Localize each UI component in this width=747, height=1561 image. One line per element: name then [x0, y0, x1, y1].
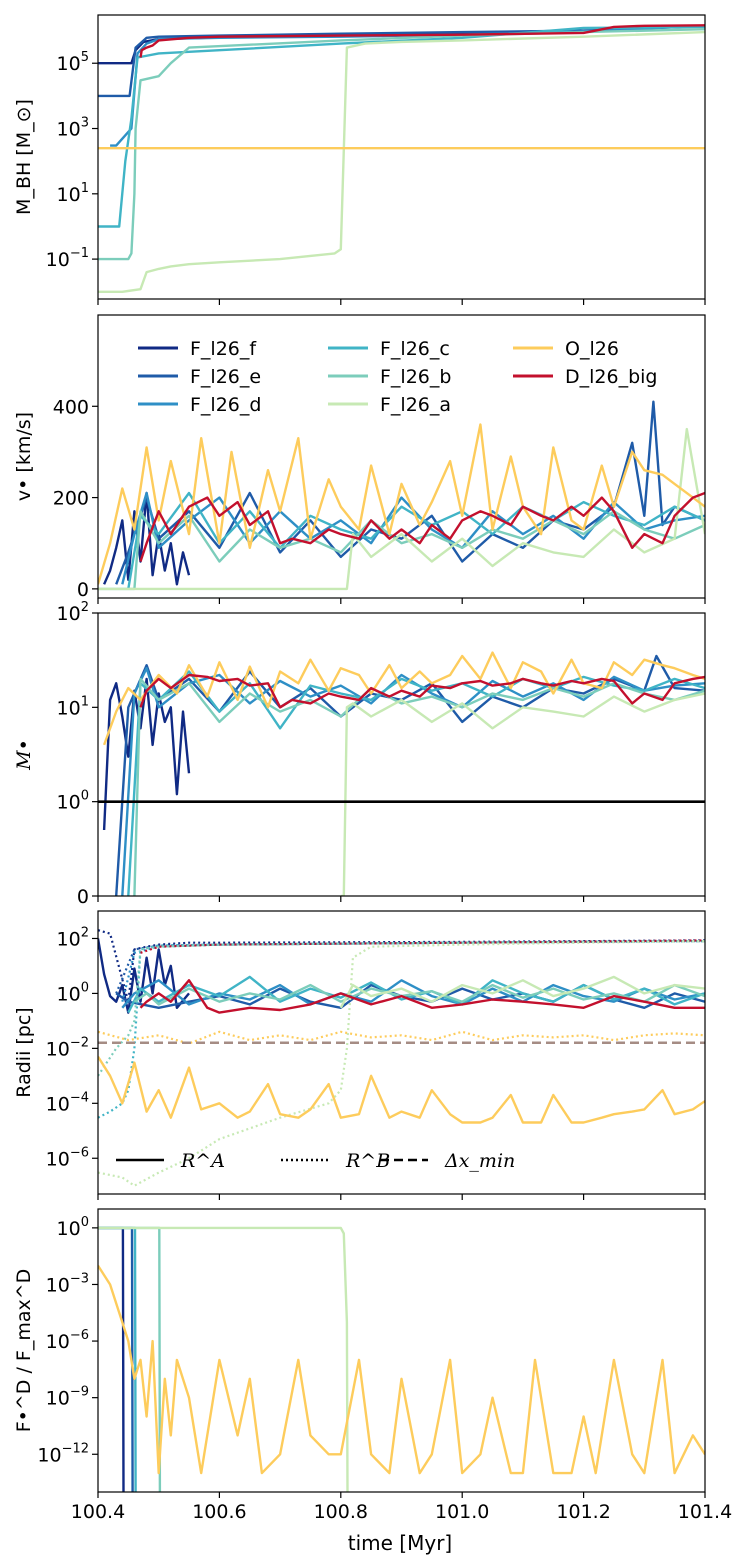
panel-black-hole-mass: 10−1 101 103 105 M_BH [M_⊙]	[13, 14, 706, 305]
y-tick-label: 400	[53, 396, 89, 418]
series-F_l26_d	[110, 24, 705, 147]
legend-entry-F_l26_c: F_l26_c	[328, 338, 450, 360]
series-F_l26_b	[98, 28, 705, 261]
series-D_l26_big	[139, 491, 705, 562]
legend-label: R^A	[180, 1150, 225, 1172]
x-tick-label: 101.2	[556, 1501, 610, 1523]
y-tick-label: 10−4	[46, 1090, 89, 1115]
y-tick-label: 10−12	[37, 1441, 89, 1466]
series-F_l26_a	[340, 692, 705, 896]
series-F_l26_f	[103, 491, 191, 586]
series-F_l26_f	[102, 677, 191, 831]
series-F_l26_c	[98, 1226, 137, 1492]
legend-label: F_l26_a	[380, 394, 451, 416]
y-tick-label: 100	[57, 789, 89, 814]
legend-label: F_l26_f	[190, 338, 257, 360]
x-tick-label: 100.8	[314, 1501, 368, 1523]
series-F_l26_c	[127, 491, 705, 590]
y-tick-label: 102	[57, 925, 89, 950]
series-F_l26_e	[115, 400, 705, 585]
series-O_l26	[98, 1264, 705, 1475]
axes-frame	[97, 910, 706, 1195]
series-F_l26_e	[98, 24, 705, 98]
legend-entry-F_l26_d: F_l26_d	[138, 394, 261, 416]
legend-entry-F_l26_b: F_l26_b	[328, 366, 451, 388]
series-F_l26_a	[98, 427, 705, 591]
panel-feedback-fraction: 10−12 10−9 10−6 10−3 100 100.4 100.6 100.8 101.0…	[13, 1208, 732, 1523]
axes-frame	[97, 314, 706, 599]
legend-label: R^B	[345, 1150, 390, 1172]
y-tick-label: 105	[57, 50, 89, 75]
series-F_l26_f	[98, 1226, 125, 1492]
x-axis-label: time [Myr]	[348, 1531, 452, 1555]
y-axis-label: v• [km/s]	[13, 412, 35, 501]
legend-label: D_l26_big	[565, 366, 658, 388]
y-tick-label: 10−9	[46, 1385, 89, 1410]
series-F_l26_a-ra	[339, 975, 705, 1009]
y-axis-label: M_BH [M_⊙]	[13, 99, 35, 215]
y-tick-label: 103	[57, 116, 89, 141]
series-F_l26_f-ra	[98, 938, 190, 1014]
series-O_l26	[98, 423, 705, 585]
series-F_l26_a	[98, 1226, 349, 1492]
y-tick-label: 0	[77, 886, 89, 908]
series-D_l26_big	[139, 673, 705, 709]
y-tick-label: 100	[57, 980, 89, 1005]
y-axis-label: M•	[13, 739, 35, 771]
y-tick-label: 10−6	[46, 1145, 89, 1170]
series-F_l26_b	[98, 510, 705, 591]
y-tick-label: 10−1	[46, 246, 89, 271]
series-F_l26_a	[98, 30, 705, 293]
legend-label: Δx_min	[444, 1150, 515, 1172]
legend-entry-rb: R^B	[281, 1150, 390, 1172]
x-tick-label: 100.6	[192, 1501, 246, 1523]
y-axis-label: Radii [pc]	[13, 1007, 35, 1097]
panel-radii: 10−6 10−4 10−2 100 102 Radii [pc] R^A R^B Δx_min	[13, 910, 706, 1200]
axes-frame	[97, 14, 706, 300]
series-F_l26_b-rb	[98, 939, 705, 1077]
y-tick-label: 101	[57, 181, 89, 206]
legend-entry-D_l26_big: D_l26_big	[513, 366, 658, 388]
panel-velocity: 0 200 400 v• [km/s] F_l26_f F_l26_e F_l26_d F_l…	[13, 314, 706, 604]
legend-label: F_l26_e	[190, 366, 261, 388]
series-D_l26_big-ra	[139, 979, 705, 1014]
legend-entry-O_l26: O_l26	[513, 338, 619, 360]
series-F_l26_a-rb	[98, 940, 705, 1187]
legend-entry-dx-min: Δx_min	[380, 1150, 515, 1172]
series-D_l26_big	[139, 24, 705, 58]
x-tick-label: 101.4	[678, 1501, 732, 1523]
series-F_l26_c-rb	[98, 939, 705, 1119]
legend-label: F_l26_d	[190, 394, 261, 416]
legend-entry-ra: R^A	[116, 1150, 225, 1172]
y-axis-label: F•^D / F_max^D	[13, 1269, 35, 1433]
series-F_l26_e	[98, 1226, 134, 1492]
legend-entry-F_l26_f: F_l26_f	[138, 338, 257, 360]
x-tick-label: 100.4	[71, 1501, 125, 1523]
legend-entry-F_l26_e: F_l26_e	[138, 366, 261, 388]
axes-frame	[97, 1208, 706, 1493]
series-F_l26_c	[98, 25, 705, 228]
legend-label: F_l26_c	[380, 338, 450, 360]
series-O_l26-ra	[98, 1055, 705, 1124]
x-tick-label: 101.0	[435, 1501, 489, 1523]
series-F_l26_c	[127, 670, 705, 896]
y-tick-label: 102	[57, 600, 89, 625]
y-tick-label: 0	[77, 579, 89, 601]
panel-Mach-number: 0 100 101 102 M•	[13, 600, 706, 908]
legend-entry-F_l26_a: F_l26_a	[328, 394, 451, 416]
y-tick-label: 10−3	[46, 1271, 89, 1296]
legend-label: O_l26	[565, 338, 619, 360]
y-tick-label: 10−2	[46, 1035, 89, 1060]
series-O_l26-rb	[98, 1030, 705, 1045]
y-tick-label: 200	[53, 488, 89, 510]
panels: 10−1 101 103 105 M_BH [M_⊙] 0 200 400 v• [km/s] F…	[13, 14, 732, 1523]
y-tick-label: 10−6	[46, 1328, 89, 1353]
axes-frame	[97, 612, 706, 897]
legend-label: F_l26_b	[380, 366, 451, 388]
y-tick-label: 101	[57, 694, 89, 719]
series-F_l26_b	[133, 677, 705, 896]
y-tick-label: 100	[57, 1215, 89, 1240]
